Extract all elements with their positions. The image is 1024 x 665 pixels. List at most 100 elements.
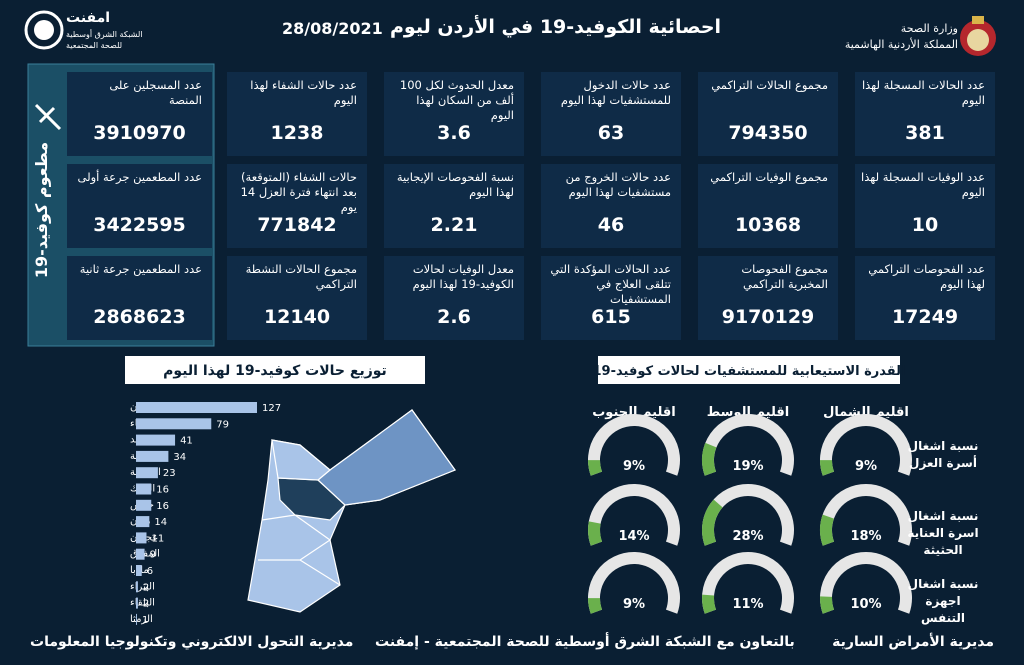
vaccine-label: عدد المطعمين جرعة أولى [77,170,202,184]
kpi-card: عدد الفحوصات التراكمي لهذا اليوم 17249 [855,256,995,340]
kpi-value: 12140 [263,306,331,328]
kpi-label: عدد حالات الخروج من مستشفيات لهذا اليوم [565,170,671,199]
kpi-card: عدد الوفيات المسجلة لهذا اليوم 10 [855,164,995,248]
bar [136,516,150,528]
bar-value-label: 9 [150,550,156,561]
kpi-value: 10 [911,214,939,236]
kpi-card: مجموع الوفيات التراكمي 10368 [698,164,838,248]
bar [136,565,142,576]
kpi-label: عدد الوفيات المسجلة لهذا اليوم [861,170,985,199]
bar-category: البتراء [130,581,155,592]
gauge-track [820,552,912,614]
syringe-icon [34,103,62,131]
bar-title-box [125,356,425,384]
kpi-card: معدل الحدوث لكل 100 ألف من السكان لهذا ا… [384,72,524,156]
gauge-value-label: 9% [623,597,645,612]
vaccine-value: 2868623 [93,306,186,328]
vaccine-title: مطعوم كوفيد-19 [32,142,51,278]
gauge-fill [820,596,835,614]
vaccine-value: 3910970 [93,122,186,144]
kpi-value: 3.6 [437,122,471,144]
gauge-fill [588,521,603,546]
kpi-card: عدد الحالات المؤكدة التي تتلقى العلاج في… [541,256,681,340]
kpi-label: نسبة الفحوصات الإيجابية لهذا اليوم [396,170,514,199]
gauge-title-box [598,356,900,384]
bar [136,613,137,625]
kpi-card: عدد حالات الشفاء لهذا اليوم 1238 [227,72,367,156]
kpi-label: عدد حالات الدخول للمستشفيات لهذا اليوم [560,78,671,107]
gauge-track [588,484,680,546]
kingdom-name: المملكة الأردنية الهاشمية [844,38,958,51]
kpi-label: معدل الوفيات لحالات الكوفيد-19 لهذا اليو… [412,262,514,291]
gauge-value-label: 11% [732,597,763,612]
bar [136,548,145,560]
vaccine-label: عدد المطعمين جرعة ثانية [79,262,202,276]
ministry-name: وزارة الصحة [900,22,958,35]
gauge-value-label: 9% [623,459,645,474]
bar-category: البلقاء [130,598,155,609]
kpi-label: عدد حالات الشفاء لهذا اليوم [250,78,357,107]
gauge-row-label: نسبة اشغال أسرة العزل [907,439,979,470]
kpi-value: 2.6 [437,306,471,328]
kpi-card: مجموع الحالات التراكمي 794350 [698,72,838,156]
jordan-map [247,409,456,613]
kpi-value: 794350 [728,122,808,144]
kpi-value: 17249 [891,306,959,328]
bar [136,418,212,430]
page-date: 28/08/2021 [282,19,383,38]
gauge-fill [820,459,835,476]
gauge-value-label: 9% [855,459,877,474]
bar-value-label: 11 [151,533,164,544]
kpi-card: مجموع الفحوصات المخبرية التراكمي 9170129 [698,256,838,340]
bar [136,483,152,495]
bar [136,532,147,544]
kpi-label: معدل الحدوث لكل 100 ألف من السكان لهذا ا… [399,78,514,122]
gauge-column-label: اقليم الوسط [707,405,790,420]
bar-value-label: 79 [216,419,229,430]
vaccine-card: عدد المسجلين على المنصة 3910970 [67,72,212,156]
logo-sub: للصحة المجتمعية [66,41,123,50]
kpi-card: عدد حالات الخروج من مستشفيات لهذا اليوم 4… [541,164,681,248]
gauge-track [588,552,680,614]
bar-value-label: 16 [156,501,169,512]
bar [136,402,257,413]
kpi-value: 615 [591,306,631,328]
bar [136,434,176,446]
vaccine-card: عدد المطعمين جرعة أولى 3422595 [67,164,212,248]
bar-value-label: 23 [163,468,176,479]
gauge-fill [702,499,723,546]
emphnet-logo [24,10,64,50]
bar-value-label: 41 [180,436,193,447]
footer-left: مديرية التحول الالكتروني وتكنولوجيا المع… [30,634,354,650]
bar [136,581,138,593]
vaccine-card: عدد المطعمين جرعة ثانية 2868623 [67,256,212,340]
bar [136,597,138,609]
gauge-track [702,552,794,614]
kpi-label: حالات الشفاء (المتوقعة) بعد انتهاء فترة … [240,170,357,214]
kpi-label: مجموع الوفيات التراكمي [710,170,828,184]
gauge-column-label: اقليم الجنوب [592,405,676,420]
kpi-card: حالات الشفاء (المتوقعة) بعد انتهاء فترة … [227,164,367,248]
gauge-title: القدرة الاستيعابية للمستشفيات لحالات كوف… [593,364,906,379]
gauge-fill [820,514,835,546]
gauge-value-label: 14% [618,529,649,544]
ministry-logo [960,16,996,56]
bar-value-label: 127 [262,403,281,414]
logo-name: امفنت [66,10,111,26]
bar-category: المفرق [130,549,160,560]
bar-category: الرمثا [130,614,153,625]
kpi-value: 63 [597,122,625,144]
footer-right: مديرية الأمراض السارية [832,634,994,650]
kpi-card: معدل الوفيات لحالات الكوفيد-19 لهذا اليو… [384,256,524,340]
kpi-label: مجموع الحالات النشطة التراكمي [245,262,357,291]
bar-value-label: 14 [154,517,167,528]
kpi-card: مجموع الحالات النشطة التراكمي 12140 [227,256,367,340]
gauge-value-label: 18% [850,529,881,544]
kpi-value: 381 [905,122,945,144]
gauge-column-label: اقليم الشمال [823,405,909,420]
bar-value-label: 2 [143,582,149,593]
bar-title: توزيع حالات كوفيد-19 لهذا اليوم [163,363,387,379]
kpi-card: عدد حالات الدخول للمستشفيات لهذا اليوم 63 [541,72,681,156]
